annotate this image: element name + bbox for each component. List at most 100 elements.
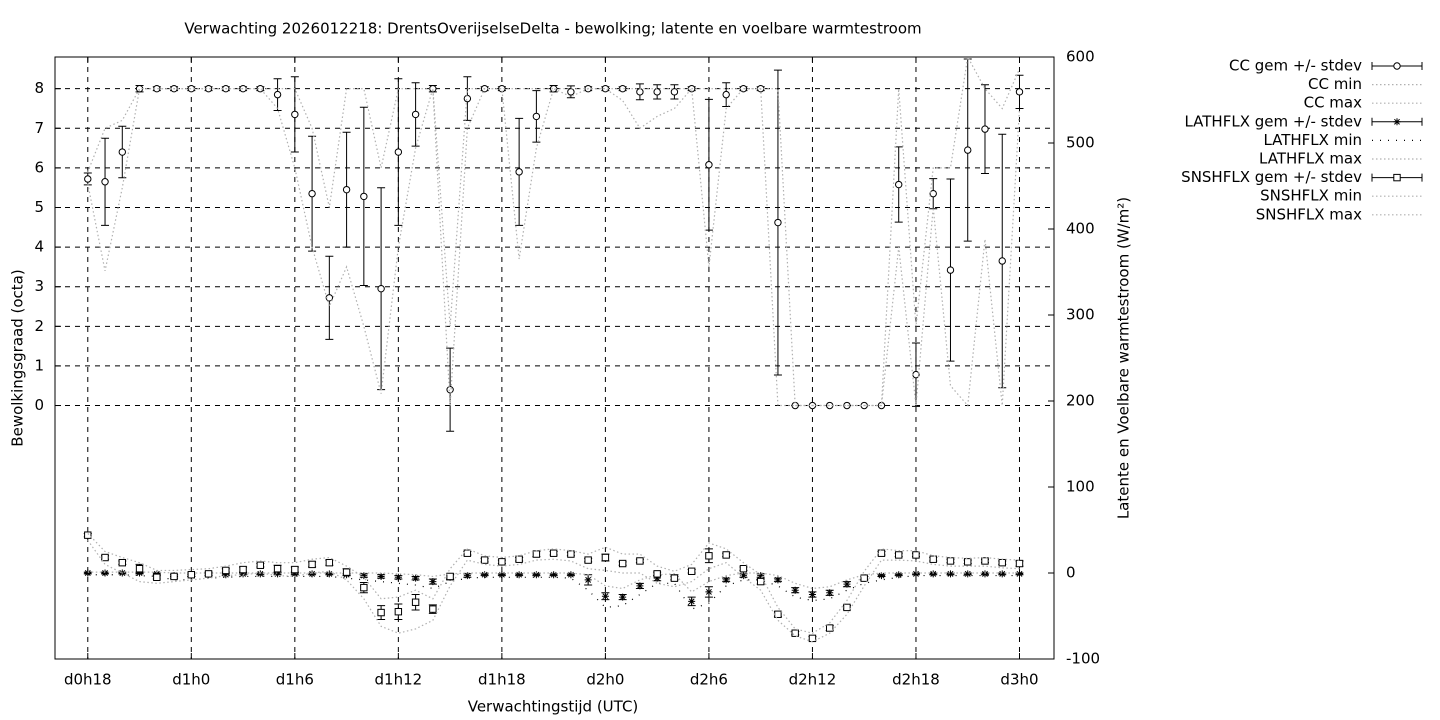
- marker: [308, 570, 316, 578]
- legend-label: LATHFLX max: [1259, 150, 1362, 168]
- marker: [619, 593, 627, 601]
- y-tick-label: 5: [34, 198, 44, 216]
- marker: [222, 571, 230, 579]
- marker: [929, 570, 937, 578]
- marker: [1393, 173, 1401, 182]
- marker: [515, 555, 523, 563]
- marker: [532, 112, 541, 121]
- marker: [722, 576, 730, 584]
- marker: [273, 90, 282, 99]
- marker: [860, 574, 868, 582]
- marker: [101, 569, 109, 577]
- marker: [256, 561, 265, 569]
- x-tick-label: d2h12: [789, 671, 837, 689]
- marker: [929, 189, 937, 198]
- marker: [843, 603, 851, 612]
- marker: [118, 148, 126, 156]
- marker: [946, 266, 955, 274]
- x-tick-label: d1h12: [375, 671, 423, 689]
- marker: [480, 556, 489, 564]
- marker: [412, 574, 420, 582]
- marker: [895, 571, 903, 579]
- marker: [446, 385, 454, 394]
- marker: [394, 148, 403, 156]
- marker: [791, 629, 799, 637]
- x-tick-label: d2h18: [892, 671, 940, 689]
- marker: [377, 284, 385, 293]
- marker: [756, 577, 765, 586]
- marker: [273, 565, 282, 573]
- marker: [964, 146, 972, 154]
- marker: [567, 571, 575, 579]
- marker: [274, 570, 282, 578]
- y-tick-label: 6: [34, 158, 44, 176]
- marker: [808, 634, 817, 643]
- series-line: [87, 539, 1020, 643]
- marker: [998, 558, 1006, 567]
- marker: [1393, 62, 1401, 70]
- marker: [394, 608, 403, 616]
- legend-label: LATHFLX gem +/- stdev: [1184, 112, 1362, 130]
- marker: [256, 570, 264, 578]
- x-tick-label: d1h6: [276, 671, 314, 689]
- x-axis-label: Verwachtingstijd (UTC): [468, 698, 639, 716]
- marker: [308, 189, 316, 198]
- marker: [1015, 570, 1023, 578]
- marker: [636, 88, 644, 96]
- marker: [222, 566, 230, 575]
- marker: [84, 531, 92, 539]
- marker: [377, 608, 385, 617]
- marker: [429, 605, 437, 613]
- x-tick-label: d2h0: [586, 671, 624, 689]
- y-tick-label: 8: [34, 79, 44, 97]
- marker: [567, 88, 575, 96]
- marker: [722, 551, 730, 559]
- marker: [877, 549, 886, 557]
- marker: [135, 565, 144, 573]
- marker: [687, 567, 696, 575]
- marker: [895, 551, 903, 559]
- y2-axis-label: Latente en Voelbare warmtestroom (W/m²): [1115, 197, 1133, 519]
- y-tick-label: 1: [34, 356, 44, 374]
- y-axis-label: Bewolkingsgraad (octa): [9, 269, 27, 446]
- marker: [705, 552, 713, 560]
- marker: [601, 592, 609, 600]
- marker: [946, 557, 955, 565]
- marker: [101, 553, 109, 562]
- marker: [912, 551, 920, 559]
- marker: [291, 570, 299, 578]
- marker: [463, 572, 471, 580]
- marker: [463, 549, 472, 557]
- legend-label: CC max: [1304, 94, 1363, 112]
- x-tick-label: d0h18: [64, 671, 112, 689]
- y-tick-label: 7: [34, 119, 44, 137]
- marker: [239, 570, 247, 578]
- marker: [774, 610, 782, 618]
- marker: [515, 168, 523, 176]
- y2-tick-label: 100: [1066, 478, 1095, 496]
- y2-tick-label: 600: [1066, 48, 1095, 66]
- marker: [325, 294, 334, 302]
- marker: [187, 571, 196, 579]
- x-tick-label: d1h18: [478, 671, 526, 689]
- marker: [1393, 118, 1401, 126]
- marker: [325, 570, 333, 578]
- marker: [912, 570, 920, 578]
- x-tick-label: d3h0: [1000, 671, 1038, 689]
- marker: [291, 110, 299, 119]
- y2-tick-label: 300: [1066, 306, 1095, 324]
- marker: [204, 570, 213, 578]
- marker: [153, 573, 161, 581]
- marker: [843, 580, 851, 588]
- legend-label: CC gem +/- stdev: [1229, 57, 1362, 75]
- marker: [739, 572, 747, 580]
- marker: [101, 178, 109, 186]
- y2-tick-label: -100: [1066, 650, 1100, 668]
- marker: [118, 558, 126, 567]
- marker: [636, 582, 644, 590]
- marker: [895, 180, 903, 189]
- marker: [532, 571, 540, 579]
- chart-title: Verwachting 2026012218: DrentsOverijsels…: [184, 20, 921, 38]
- marker: [394, 573, 402, 581]
